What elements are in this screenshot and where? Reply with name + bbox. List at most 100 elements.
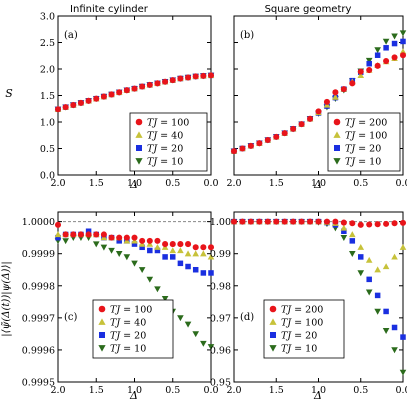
legend-entry: TJ = 20 — [147, 144, 183, 155]
data-point — [208, 270, 214, 276]
data-point — [256, 218, 263, 225]
legend-marker — [98, 318, 106, 325]
data-point — [116, 89, 123, 96]
legend-entry: TJ = 200 — [345, 118, 387, 129]
data-point — [162, 78, 169, 85]
data-point — [200, 244, 207, 251]
y-tick-label: 0.5 — [40, 144, 55, 155]
data-point — [70, 102, 77, 109]
data-point — [154, 247, 161, 254]
legend-marker — [136, 145, 142, 151]
data-point — [307, 115, 314, 122]
data-point — [131, 241, 138, 247]
data-point — [146, 81, 153, 88]
series-red — [230, 218, 407, 228]
y-tick-label: 1.0 — [40, 118, 55, 129]
data-point — [184, 250, 192, 257]
data-point — [391, 324, 398, 331]
data-point — [332, 218, 339, 225]
panel-b-xlabel: Δ — [313, 178, 322, 191]
data-point — [382, 328, 390, 334]
legend-marker — [99, 332, 105, 338]
data-point — [131, 260, 138, 267]
data-point — [273, 133, 280, 140]
y-tick-label: 0.9998 — [22, 281, 55, 292]
x-tick-label: 2.0 — [226, 385, 241, 396]
data-point — [323, 98, 330, 105]
y-tick-label: 0.9999 — [22, 249, 55, 260]
data-point — [366, 276, 372, 283]
legend-marker — [135, 118, 143, 126]
panel-d-xlabel: Δ — [313, 389, 322, 401]
x-tick-label: 0.5 — [353, 178, 368, 189]
data-point — [349, 251, 356, 257]
legend-marker — [333, 158, 341, 165]
data-point — [340, 235, 348, 241]
panel-a-title: Infinite cylinder — [70, 4, 149, 15]
data-point — [399, 219, 407, 226]
data-point — [62, 104, 69, 111]
legend-marker — [334, 145, 340, 151]
data-point — [340, 224, 348, 231]
data-point — [139, 237, 146, 244]
legend-marker — [270, 332, 276, 338]
data-point — [382, 263, 390, 270]
data-point — [383, 45, 389, 51]
legend-entry: TJ = 200 — [281, 305, 323, 316]
data-point — [192, 73, 199, 80]
data-point — [54, 231, 62, 238]
data-point — [162, 241, 169, 248]
data-point — [341, 228, 347, 234]
data-point — [154, 286, 161, 293]
data-point — [192, 250, 199, 257]
legend-entry: TJ = 100 — [147, 118, 189, 129]
data-point — [391, 33, 398, 40]
data-point — [383, 58, 390, 65]
data-point — [383, 308, 389, 315]
y-tick-label: 0.96 — [210, 345, 231, 356]
series-group — [54, 221, 215, 351]
legend: TJ = 100 TJ = 40 TJ = 20 TJ = 10 — [92, 299, 174, 359]
legend-marker — [135, 158, 143, 165]
data-point — [131, 85, 138, 92]
legend-box — [263, 299, 345, 359]
x-tick-label: 0.0 — [203, 385, 218, 396]
x-tick-label: 1.0 — [127, 385, 142, 396]
data-point — [340, 86, 347, 93]
data-point — [200, 250, 207, 257]
data-point — [349, 80, 356, 87]
data-point — [123, 254, 131, 261]
data-point — [116, 238, 122, 244]
data-point — [349, 238, 356, 244]
data-point — [264, 218, 271, 225]
legend-marker — [333, 131, 341, 138]
data-point — [273, 218, 280, 225]
data-point — [93, 231, 100, 238]
legend-entry: TJ = 40 — [110, 318, 146, 329]
y-tick-label: 0.9995 — [22, 378, 55, 389]
x-tick-label: 0.5 — [353, 385, 368, 396]
x-tick-label: 0.0 — [203, 178, 218, 189]
data-point — [177, 241, 184, 248]
data-point — [55, 234, 61, 241]
y-tick-label: 2.0 — [40, 65, 55, 76]
x-tick-label: 1.5 — [89, 385, 104, 396]
data-point — [123, 234, 130, 241]
y-tick-label: 0.98 — [210, 281, 231, 292]
y-tick-label: 0.97 — [210, 313, 231, 324]
data-point — [298, 121, 305, 128]
x-tick-label: 2.0 — [226, 178, 241, 189]
data-point — [298, 218, 305, 225]
x-tick-label: 0.0 — [395, 178, 407, 189]
data-point — [357, 68, 364, 75]
panel-c: 2.0 1.5 1.0 0.5 0.0 0.9995 0.9996 0.9997 0.9998 0… — [22, 211, 219, 396]
legend: TJ = 200 TJ = 100 TJ = 20 TJ = 10 — [327, 112, 401, 172]
x-tick-label: 1.0 — [127, 178, 142, 189]
data-point — [374, 221, 381, 228]
x-tick-label: 0.0 — [395, 385, 407, 396]
data-point — [391, 347, 398, 354]
data-point — [247, 218, 254, 225]
data-point — [185, 241, 192, 248]
data-point — [207, 244, 215, 251]
